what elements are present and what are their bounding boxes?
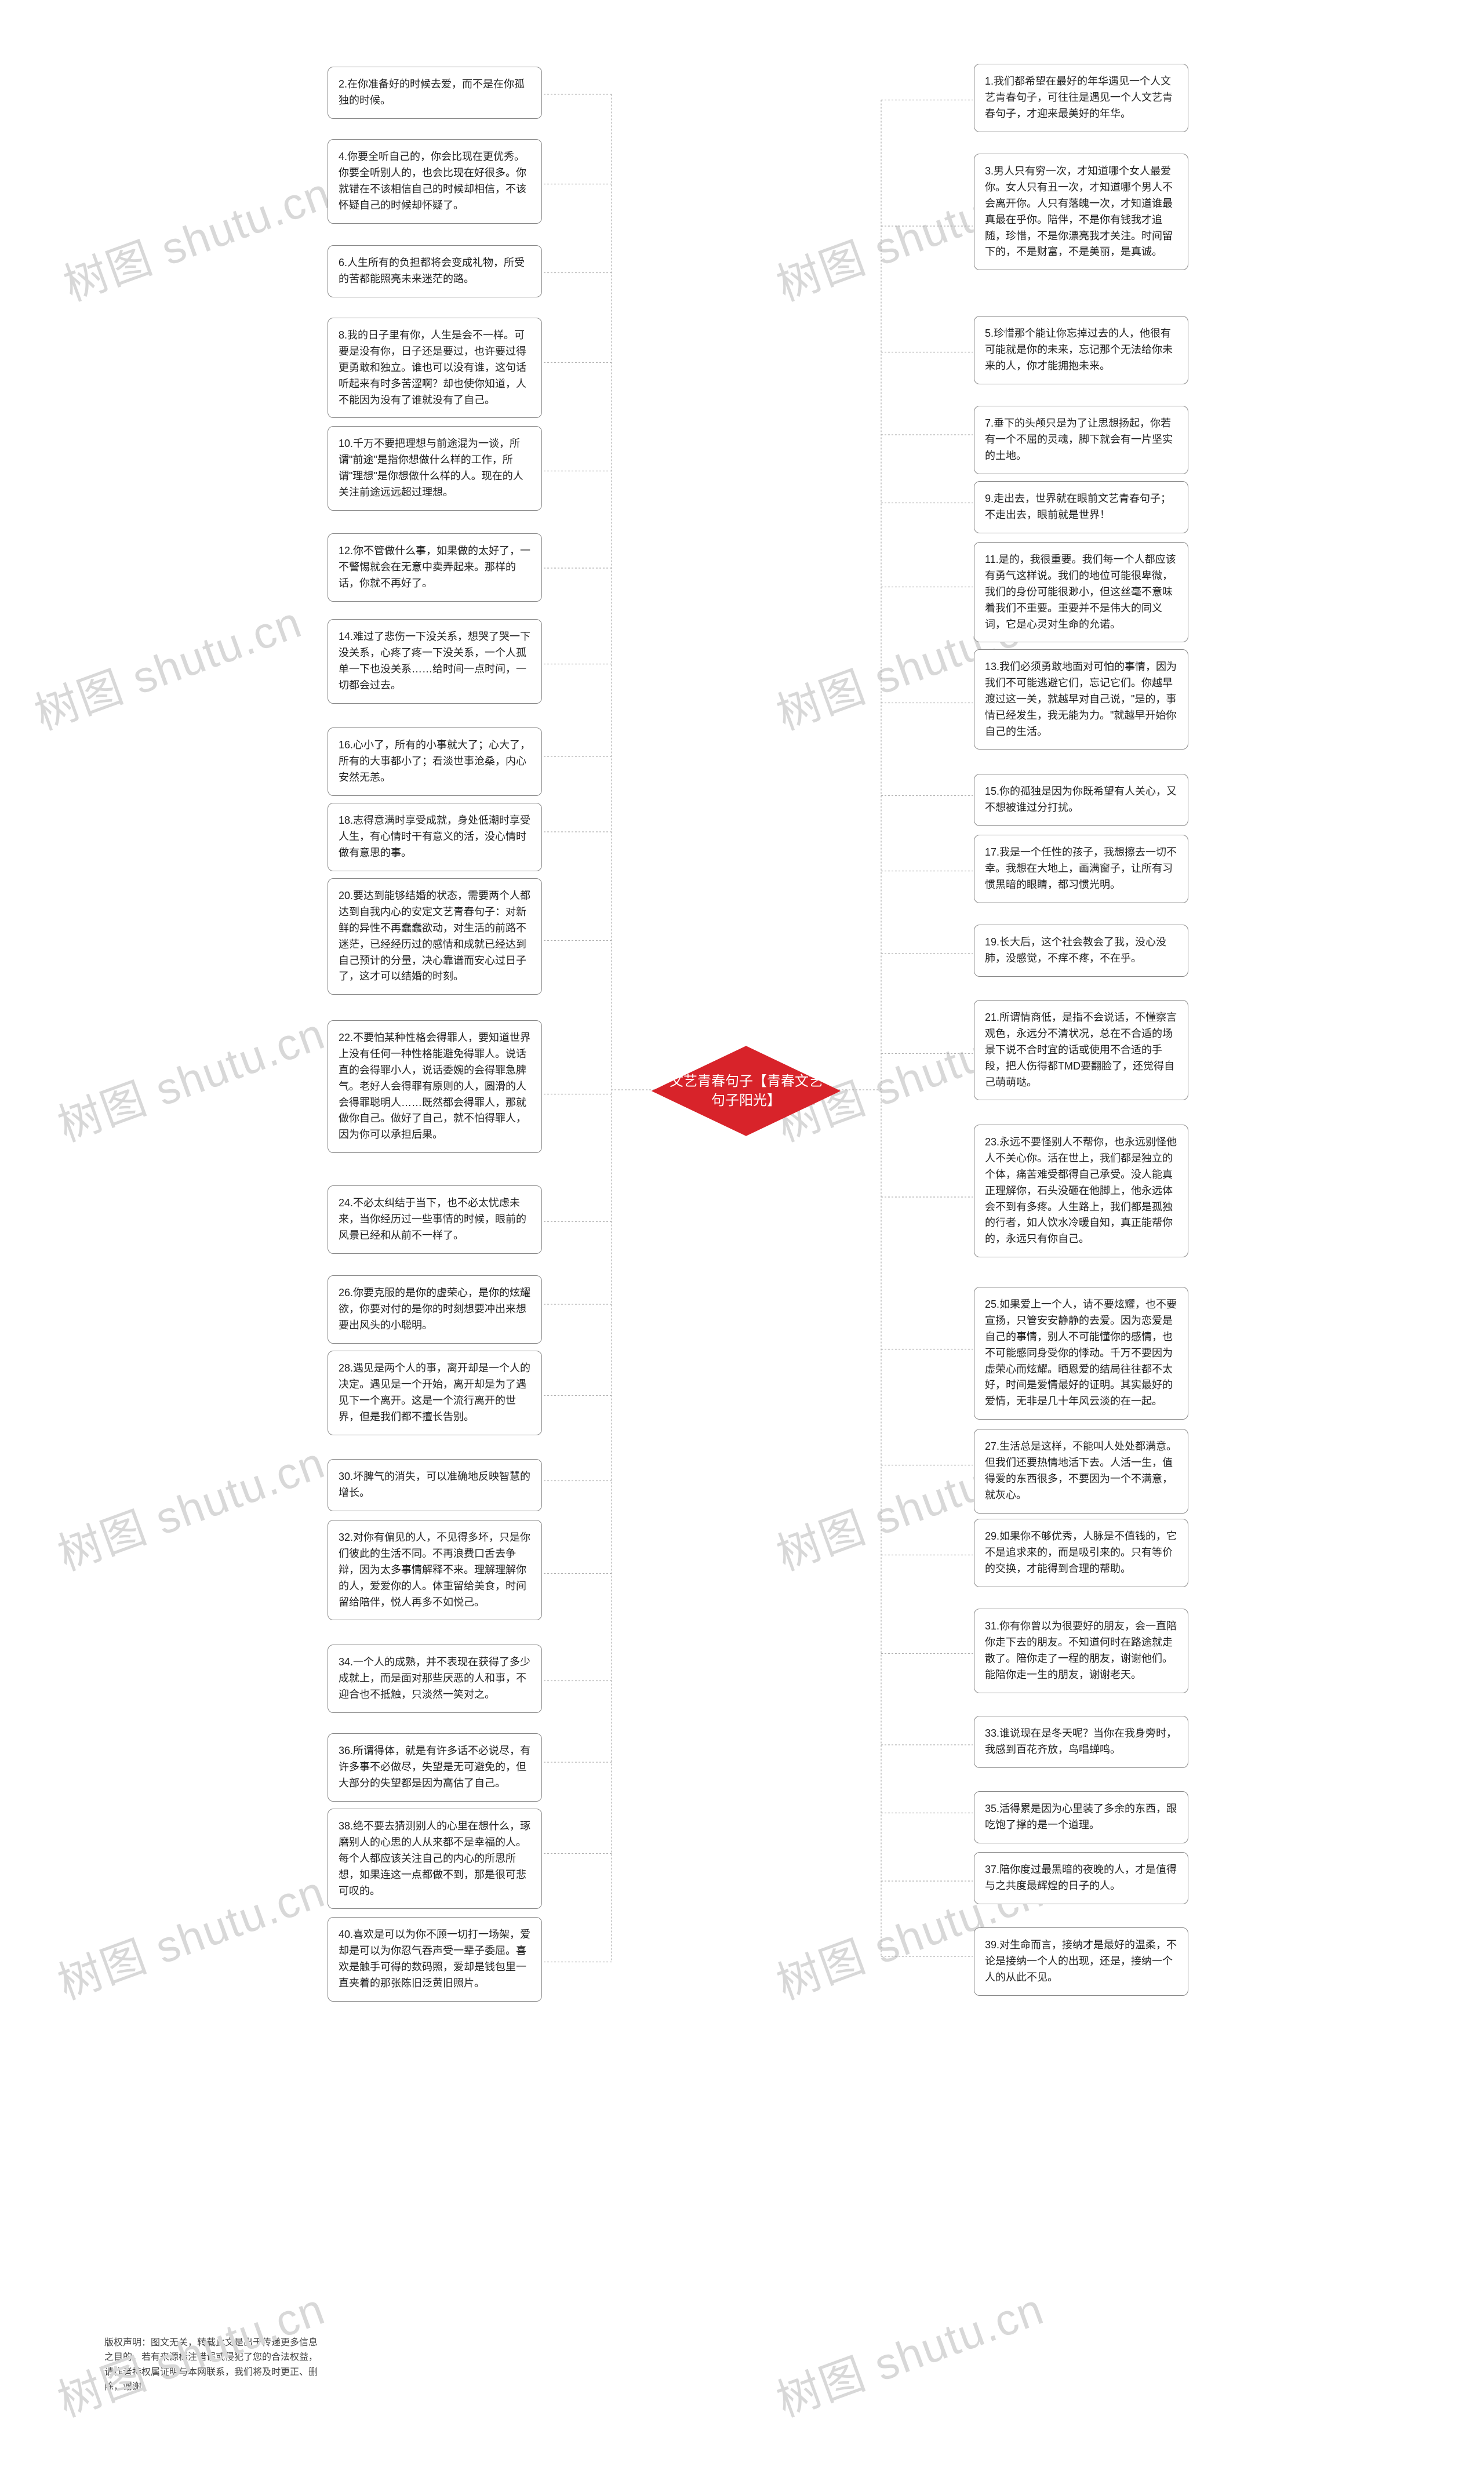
right-node-16: 33.谁说现在是冬天呢？当你在我身旁时，我感到百花齐放，鸟唱蝉鸣。 [974,1716,1188,1768]
center-title-line2: 句子阳光】 [711,1093,781,1108]
right-node-12: 25.如果爱上一个人，请不要炫耀，也不要宣扬，只管安安静静的去爱。因为恋爱是自己… [974,1287,1188,1420]
right-node-0: 1.我们都希望在最好的年华遇见一个人文艺青春句子，可往往是遇见一个人文艺青春句子… [974,64,1188,132]
left-node-6: 14.难过了悲伤一下没关系，想哭了哭一下没关系，心疼了疼一下没关系，一个人孤单一… [328,619,542,704]
watermark: 树图 shutu.cn [48,1856,332,2011]
left-node-18: 38.绝不要去猜测别人的心里在想什么，琢磨别人的心思的人从来都不是幸福的人。每个… [328,1809,542,1909]
right-node-19: 39.对生命而言，接纳才是最好的温柔，不论是接纳一个人的出现，还是，接纳一个人的… [974,1927,1188,1996]
right-node-2: 5.珍惜那个能让你忘掉过去的人，他很有可能就是你的未来，忘记那个无法给你未来的人… [974,316,1188,384]
right-node-3: 7.垂下的头颅只是为了让思想扬起，你若有一个不屈的灵魂，脚下就会有一片坚实的土地… [974,406,1188,474]
left-node-15: 32.对你有偏见的人，不见得多坏，只是你们彼此的生活不同。不再浪费口舌去争辩，因… [328,1520,542,1620]
left-node-7: 16.心小了，所有的小事就大了；心大了，所有的大事都小了；看淡世事沧桑，内心安然… [328,727,542,796]
right-node-15: 31.你有你曾以为很要好的朋友，会一直陪你走下去的朋友。不知道何时在路途就走散了… [974,1609,1188,1693]
right-node-5: 11.是的，我很重要。我们每一个人都应该有勇气这样说。我们的地位可能很卑微，我们… [974,542,1188,642]
connector-layer [0,0,1484,2470]
left-node-16: 34.一个人的成熟，并不表现在获得了多少成就上，而是面对那些厌恶的人和事，不迎合… [328,1645,542,1713]
left-node-0: 2.在你准备好的时候去爱，而不是在你孤独的时候。 [328,67,542,119]
right-node-13: 27.生活总是这样，不能叫人处处都满意。但我们还要热情地活下去。人活一生，值得爱… [974,1429,1188,1514]
right-node-10: 21.所谓情商低，是指不会说话，不懂察言观色，永远分不清状况，总在不合适的场景下… [974,1000,1188,1100]
center-title: 文艺青春句子【青春文艺 句子阳光】 [670,1072,823,1110]
right-node-11: 23.永远不要怪别人不帮你，也永远别怪他人不关心你。活在世上，我们都是独立的个体… [974,1125,1188,1257]
left-node-4: 10.千万不要把理想与前途混为一谈，所谓"前途"是指你想做什么样的工作，所谓"理… [328,426,542,511]
left-node-14: 30.坏脾气的消失，可以准确地反映智慧的增长。 [328,1459,542,1511]
left-node-8: 18.志得意满时享受成就，身处低潮时享受人生，有心情时干有意义的活，没心情时做有… [328,803,542,871]
right-node-18: 37.陪你度过最黑暗的夜晚的人，才是值得与之共度最辉煌的日子的人。 [974,1852,1188,1904]
right-node-6: 13.我们必须勇敢地面对可怕的事情，因为我们不可能逃避它们，忘记它们。你越早渡过… [974,649,1188,750]
left-node-12: 26.你要克服的是你的虚荣心，是你的炫耀欲，你要对付的是你的时刻想要冲出来想要出… [328,1275,542,1344]
left-node-9: 20.要达到能够结婚的状态，需要两个人都达到自我内心的安定文艺青春句子：对新鲜的… [328,878,542,995]
left-node-5: 12.你不管做什么事，如果做的太好了，一不警惕就会在无意中卖弄起来。那样的话，你… [328,533,542,602]
right-node-8: 17.我是一个任性的孩子，我想擦去一切不幸。我想在大地上，画满窗子，让所有习惯黑… [974,835,1188,903]
left-node-11: 24.不必太纠结于当下，也不必太忧虑未来，当你经历过一些事情的时候，眼前的风景已… [328,1185,542,1254]
left-node-13: 28.遇见是两个人的事，离开却是一个人的决定。遇见是一个开始，离开却是为了遇见下… [328,1351,542,1435]
right-node-1: 3.男人只有穷一次，才知道哪个女人最爱你。女人只有丑一次，才知道哪个男人不会离开… [974,154,1188,270]
left-node-3: 8.我的日子里有你，人生是会不一样。可要是没有你，日子还是要过，也许要过得更勇敢… [328,318,542,418]
watermark: 树图 shutu.cn [24,587,309,742]
right-node-9: 19.长大后，这个社会教会了我，没心没肺，没感觉，不痒不疼，不在乎。 [974,925,1188,977]
left-node-19: 40.喜欢是可以为你不顾一切打一场架，爱却是可以为你忍气吞声受一辈子委屈。喜欢是… [328,1917,542,2002]
right-node-7: 15.你的孤独是因为你既希望有人关心，又不想被谁过分打扰。 [974,774,1188,826]
watermark: 树图 shutu.cn [766,2273,1051,2429]
right-node-17: 35.活得累是因为心里装了多余的东西，跟吃饱了撑的是一个道理。 [974,1791,1188,1843]
center-node: 文艺青春句子【青春文艺 句子阳光】 [653,1046,839,1136]
left-node-10: 22.不要怕某种性格会得罪人，要知道世界上没有任何一种性格能避免得罪人。说话直的… [328,1020,542,1153]
center-title-line1: 文艺青春句子【青春文艺 [670,1074,823,1089]
copyright-notice: 版权声明：图文无关，转载此文是出于传递更多信息之目的。若有来源标注错误或侵犯了您… [104,2336,325,2395]
right-node-14: 29.如果你不够优秀，人脉是不值钱的，它不是追求来的，而是吸引来的。只有等价的交… [974,1519,1188,1587]
watermark: 树图 shutu.cn [48,998,332,1154]
watermark: 树图 shutu.cn [48,1427,332,1583]
left-node-17: 36.所谓得体，就是有许多话不必说尽，有许多事不必做尽，失望是无可避免的，但大部… [328,1733,542,1802]
left-node-2: 6.人生所有的负担都将会变成礼物，所受的苦都能照亮未来迷茫的路。 [328,245,542,297]
left-node-1: 4.你要全听自己的，你会比现在更优秀。你要全听别人的，也会比现在好很多。你就错在… [328,139,542,224]
right-node-4: 9.走出去，世界就在眼前文艺青春句子；不走出去，眼前就是世界！ [974,481,1188,533]
watermark: 树图 shutu.cn [53,158,338,313]
